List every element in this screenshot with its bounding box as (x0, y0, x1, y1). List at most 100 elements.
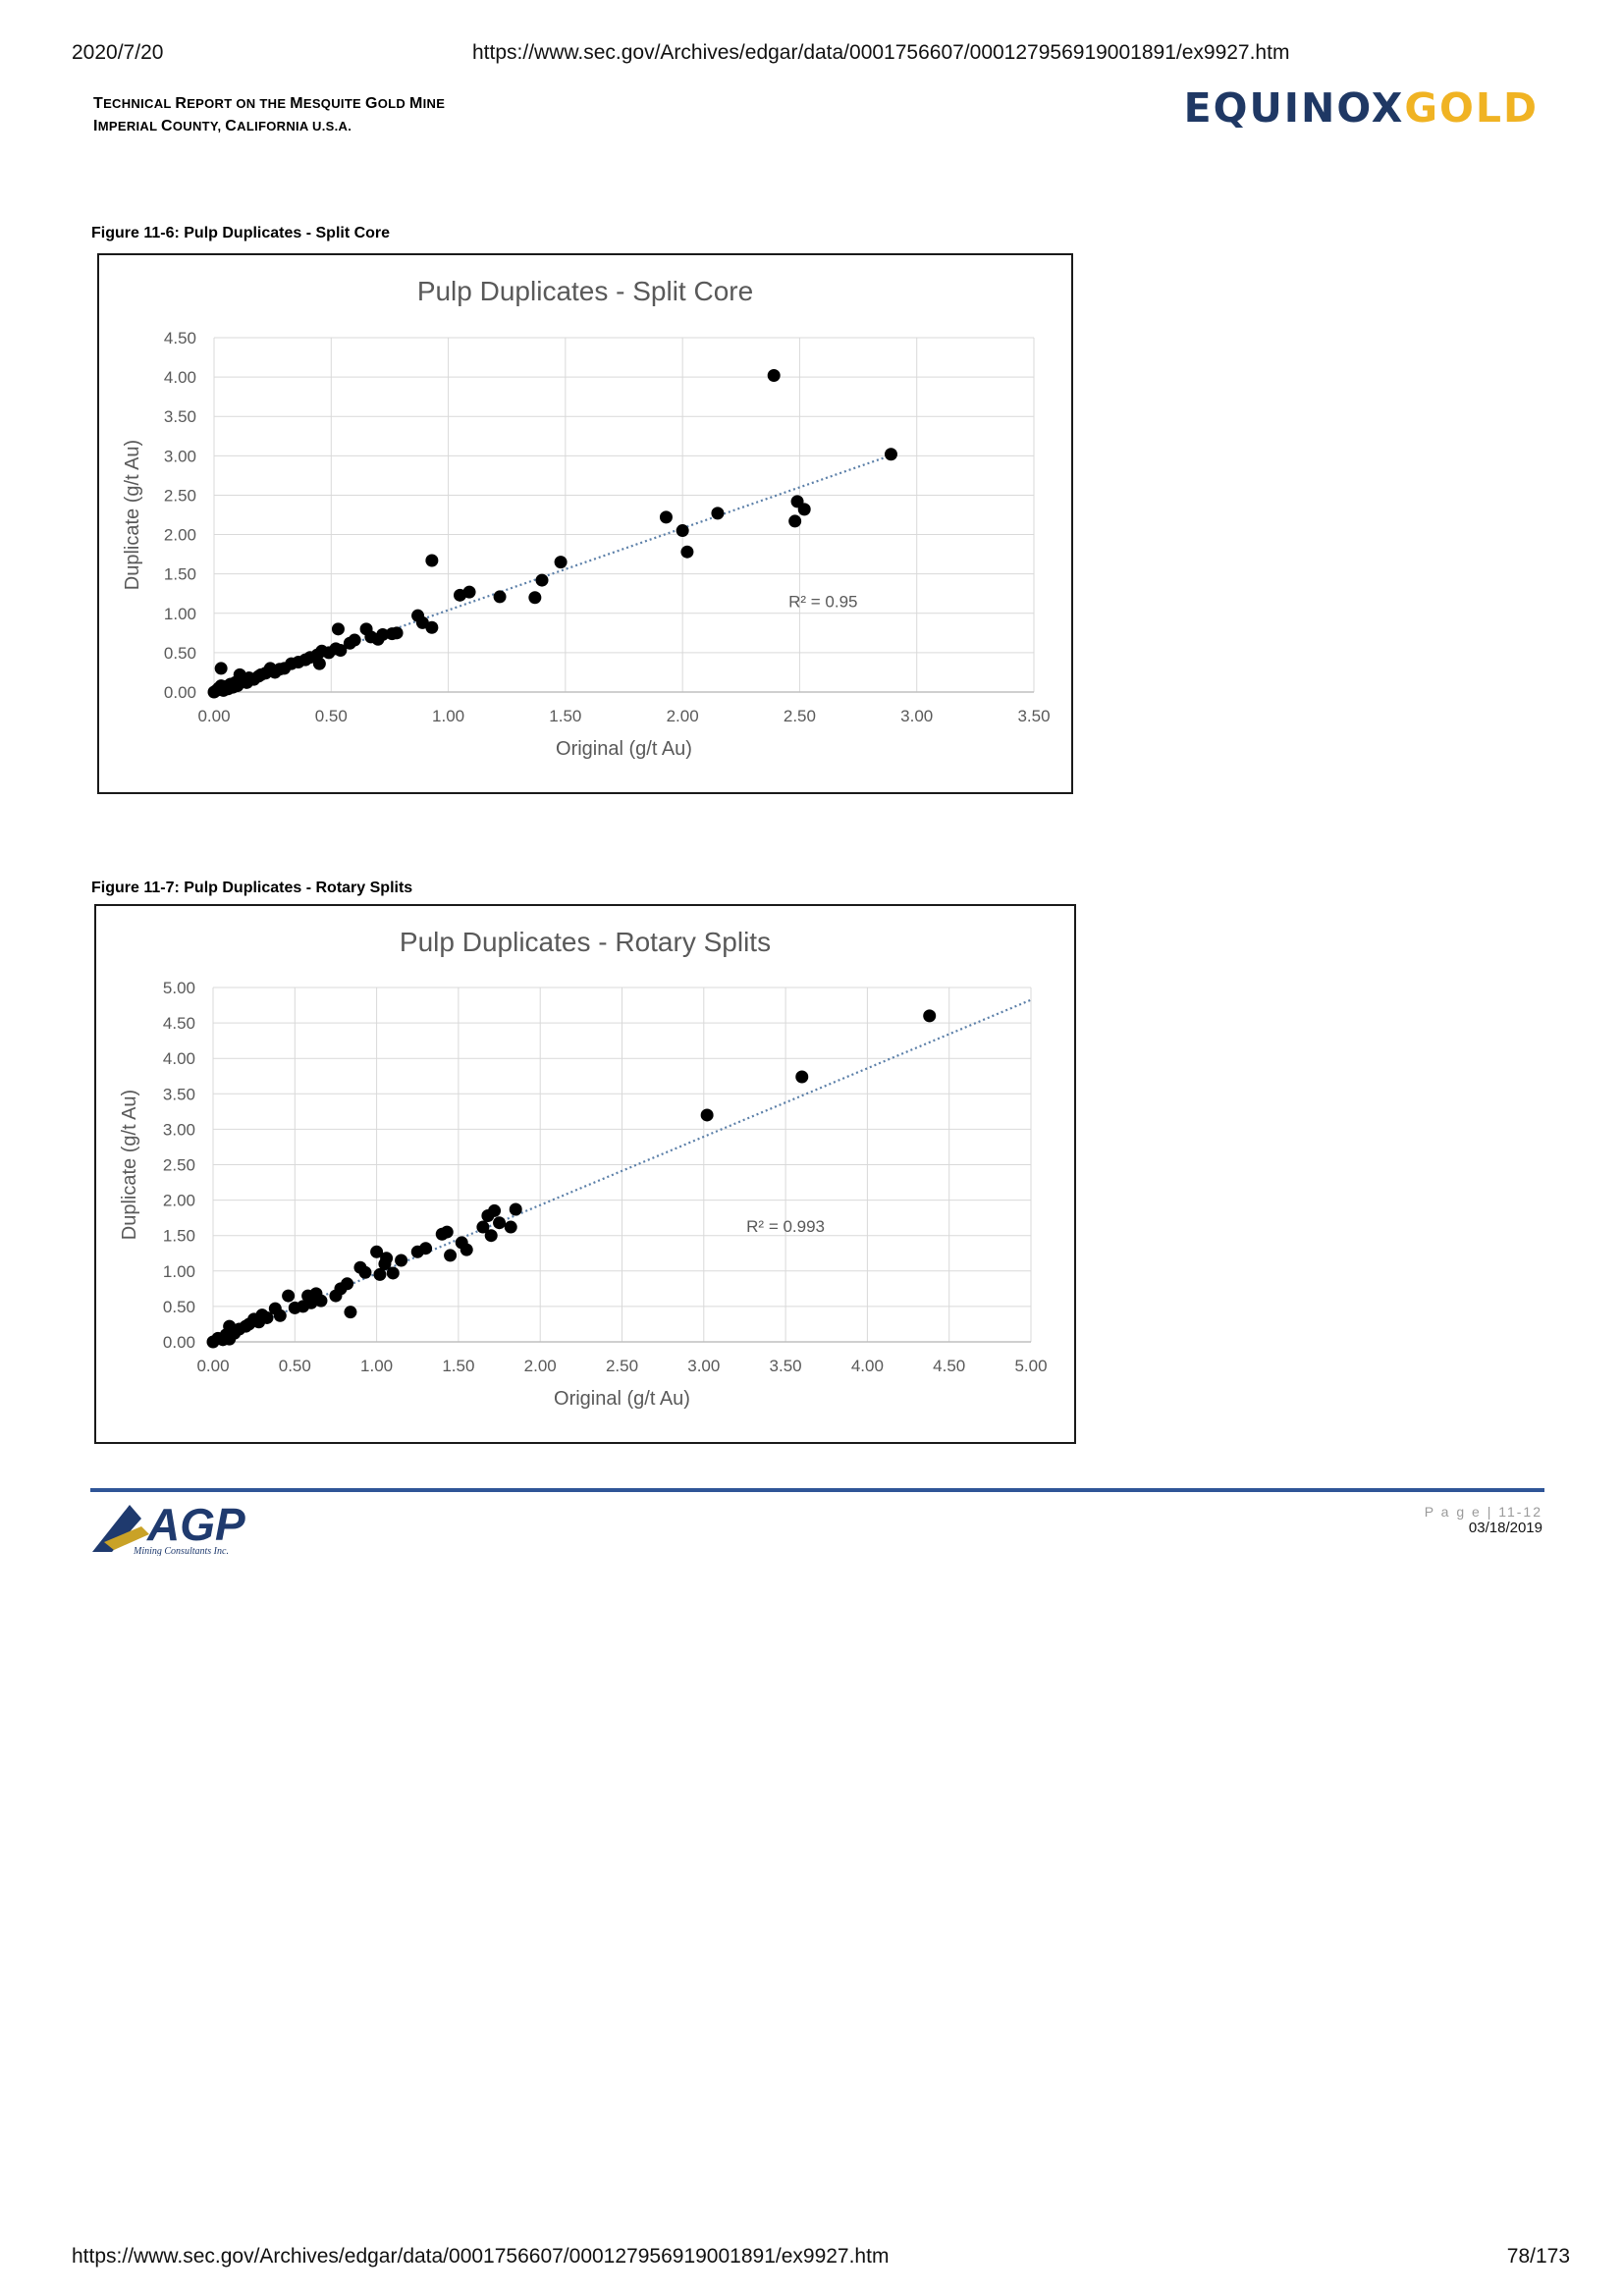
data-point (493, 1216, 507, 1230)
data-point (462, 585, 476, 599)
data-point (795, 1070, 809, 1084)
x-tick-label: 0.00 (196, 1357, 229, 1375)
report-title-char: C (225, 118, 238, 134)
x-tick-label: 1.50 (442, 1357, 474, 1375)
y-tick-label: 3.50 (163, 1085, 195, 1103)
y-tick-label: 2.50 (164, 486, 196, 505)
data-point (395, 1254, 408, 1267)
agp-logo-swoosh (104, 1526, 149, 1550)
report-title: TECHNICAL REPORT ON THE MESQUITE GOLD MI… (93, 92, 445, 137)
data-point (767, 369, 781, 383)
report-title-char: R (175, 95, 188, 112)
data-point (425, 620, 439, 634)
agp-logo: AGP Mining Consultants Inc. (90, 1497, 262, 1557)
x-tick-label: 4.50 (933, 1357, 965, 1375)
x-tick-label: 5.00 (1014, 1357, 1047, 1375)
data-point (331, 622, 345, 636)
page-meta: P a g e | 11-12 03/18/2019 (1425, 1504, 1542, 1536)
report-title-text: ALIFORNIA U.S.A. (237, 119, 352, 133)
data-point (700, 1108, 714, 1122)
x-tick-label: 0.50 (279, 1357, 311, 1375)
report-title-text: EPORT ON THE (187, 96, 291, 111)
figure-caption-1: Figure 11-6: Pulp Duplicates - Split Cor… (91, 225, 391, 241)
data-point (528, 591, 542, 605)
data-point (373, 1267, 387, 1281)
data-point (476, 1220, 490, 1234)
x-axis-label: Original (g/t Au) (556, 738, 692, 760)
report-title-text: OUNTY, (172, 119, 226, 133)
print-footer-url: https://www.sec.gov/Archives/edgar/data/… (72, 2245, 890, 2268)
y-tick-label: 0.00 (164, 683, 196, 702)
report-title-text: INE (422, 96, 446, 111)
logo-part-gold: GOLD (1404, 84, 1539, 132)
footer-rule (90, 1488, 1544, 1492)
data-point (312, 657, 326, 670)
data-point (282, 1289, 296, 1303)
report-title-text: ECHNICAL (103, 96, 176, 111)
y-tick-label: 4.50 (164, 329, 196, 347)
data-point (348, 633, 361, 647)
data-point (344, 1306, 357, 1319)
x-tick-label: 3.50 (1017, 707, 1050, 725)
report-title-char: G (364, 95, 378, 112)
data-point (509, 1202, 522, 1216)
y-tick-label: 3.50 (164, 407, 196, 426)
report-title-line1: TECHNICAL REPORT ON THE MESQUITE GOLD MI… (93, 92, 445, 115)
y-tick-label: 2.50 (163, 1156, 195, 1175)
y-axis-label: Duplicate (g/t Au) (122, 440, 143, 590)
data-point (659, 510, 673, 524)
r-squared-annotation: R² = 0.993 (746, 1217, 825, 1236)
y-tick-label: 3.00 (164, 447, 196, 465)
y-tick-label: 3.00 (163, 1120, 195, 1139)
data-point (884, 448, 897, 461)
data-point (484, 1229, 498, 1243)
data-point (788, 514, 802, 528)
y-tick-label: 5.00 (163, 979, 195, 997)
data-point (797, 503, 811, 516)
y-tick-label: 1.00 (164, 605, 196, 623)
y-tick-label: 0.00 (163, 1333, 195, 1352)
data-point (386, 1266, 400, 1280)
data-point (554, 556, 568, 569)
data-point (260, 1310, 274, 1324)
y-tick-label: 4.00 (164, 368, 196, 387)
x-tick-label: 4.00 (851, 1357, 884, 1375)
data-point (380, 1252, 394, 1265)
x-tick-label: 1.00 (432, 707, 464, 725)
trendline (213, 454, 894, 694)
data-point (334, 643, 348, 657)
agp-logo-graphic: AGP Mining Consultants Inc. (92, 1499, 245, 1557)
data-point (390, 626, 404, 640)
y-axis-label: Duplicate (g/t Au) (119, 1090, 140, 1240)
page-number: P a g e | 11-12 (1424, 1504, 1542, 1520)
y-tick-label: 1.50 (163, 1227, 195, 1246)
x-tick-label: 3.00 (687, 1357, 720, 1375)
logo-part-equinox: EQUINOX (1183, 84, 1405, 132)
report-date: 03/18/2019 (1468, 1520, 1542, 1536)
agp-logo-subtext: Mining Consultants Inc. (133, 1546, 229, 1556)
print-date: 2020/7/20 (72, 41, 164, 64)
report-title-char: M (290, 95, 303, 112)
x-tick-label: 2.00 (667, 707, 699, 725)
data-point (493, 590, 507, 604)
data-point (676, 524, 689, 538)
data-point (711, 507, 725, 520)
data-point (460, 1243, 473, 1256)
y-tick-label: 2.00 (164, 526, 196, 545)
data-point (214, 662, 228, 675)
chart-title: Pulp Duplicates - Rotary Splits (400, 927, 771, 957)
agp-logo-mountain (92, 1505, 141, 1552)
data-point (444, 1249, 458, 1262)
data-point (314, 1294, 328, 1308)
x-tick-label: 2.50 (606, 1357, 638, 1375)
report-title-char: M (408, 95, 423, 112)
x-tick-label: 3.00 (900, 707, 933, 725)
data-point (358, 1265, 372, 1279)
scatter-chart-rotary-splits: Pulp Duplicates - Rotary Splits 0.00 0.50 1… (119, 927, 1048, 1410)
data-point (440, 1225, 454, 1239)
r-squared-annotation: R² = 0.95 (788, 592, 857, 611)
report-title-line2: IMPERIAL COUNTY, CALIFORNIA U.S.A. (93, 115, 445, 137)
chart-frame-1: Pulp Duplicates - Split Core 0.00 0.50 1.00… (97, 253, 1073, 794)
x-tick-label: 1.50 (549, 707, 581, 725)
y-tick-label: 0.50 (163, 1298, 195, 1316)
